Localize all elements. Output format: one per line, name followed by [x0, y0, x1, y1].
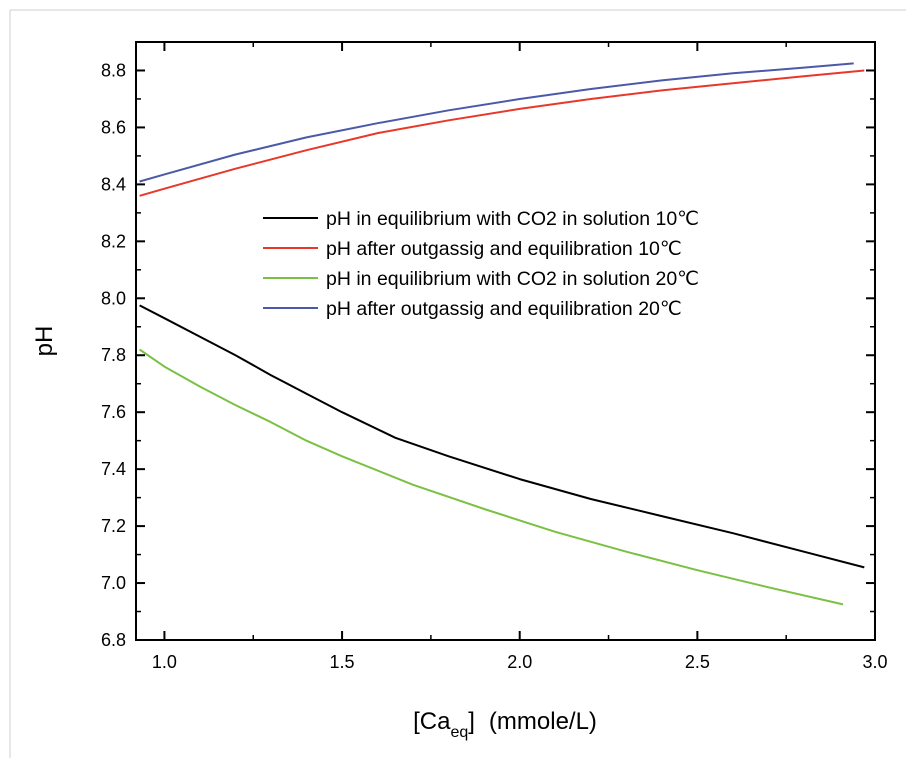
y-axis-title: pH: [31, 326, 58, 357]
y-tick-label: 8.6: [101, 117, 126, 137]
x-tick-label: 1.0: [152, 652, 177, 672]
y-tick-label: 7.2: [101, 516, 126, 536]
series-line-2: [139, 348, 844, 606]
series-layer: [139, 62, 865, 606]
legend-label-0: pH in equilibrium with CO2 in solution 1…: [326, 208, 699, 230]
legend-label-3: pH after outgassig and equilibration 20℃: [326, 298, 682, 320]
x-axis-title-main: [Ca: [413, 708, 451, 735]
legend: pH in equilibrium with CO2 in solution 1…: [263, 208, 699, 320]
x-tick-label: 3.0: [862, 652, 887, 672]
x-tick-label: 2.0: [507, 652, 532, 672]
x-axis-title-subscript: eq: [450, 724, 468, 741]
x-axis-title: [Caeq] (mmole/L): [413, 708, 597, 741]
x-axis-title-bracket: ]: [468, 708, 475, 735]
x-tick-label: 1.5: [330, 652, 355, 672]
series-line-3: [139, 62, 854, 183]
y-tick-label: 7.4: [101, 459, 126, 479]
y-tick-label: 8.0: [101, 288, 126, 308]
y-tick-label: 7.0: [101, 573, 126, 593]
x-axis-title-unit: (mmole/L): [489, 708, 597, 735]
y-tick-label: 7.6: [101, 402, 126, 422]
y-tick-label: 6.8: [101, 630, 126, 650]
y-tick-label: 7.8: [101, 345, 126, 365]
series-line-0: [139, 304, 865, 569]
y-tick-label: 8.2: [101, 231, 126, 251]
y-tick-label: 8.8: [101, 60, 126, 80]
legend-label-1: pH after outgassig and equilibration 10℃: [326, 238, 682, 260]
y-tick-label: 8.4: [101, 174, 126, 194]
series-line-1: [139, 69, 865, 197]
ticks-layer: 1.0 1.5 2.0 2.5 3.0 6.8 7.0 7.2 7.4 7.6 7.8 8.0 8.2 8…: [101, 42, 888, 672]
plot-area: [135, 41, 876, 641]
legend-label-2: pH in equilibrium with CO2 in solution 2…: [326, 268, 699, 290]
x-tick-label: 2.5: [685, 652, 710, 672]
